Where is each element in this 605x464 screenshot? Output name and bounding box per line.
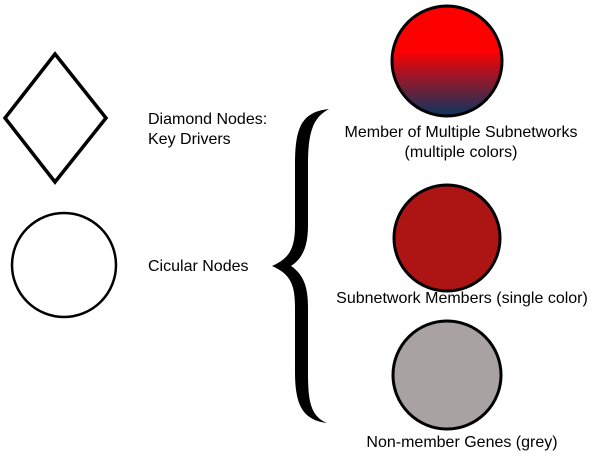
single-subnetwork-node-shape — [392, 183, 502, 293]
key-drivers-text: Key Drivers — [148, 131, 231, 148]
diamond-nodes-title: Diamond Nodes: — [148, 111, 268, 128]
multiple-colors-note: (multiple colors) — [404, 144, 518, 161]
non-member-genes-label: Non-member Genes (grey) — [366, 434, 558, 451]
multiple-subnetworks-label: Member of Multiple Subnetworks (multiple… — [345, 123, 578, 163]
diamond-nodes-label: Diamond Nodes: Key Drivers — [148, 110, 267, 150]
multiple-subnetwork-node-shape — [390, 4, 504, 118]
multiple-subnetworks-title: Member of Multiple Subnetworks — [344, 124, 578, 141]
non-member-node-shape — [391, 319, 503, 431]
circular-nodes-label: Cicular Nodes — [148, 258, 249, 275]
subnetwork-members-label: Subnetwork Members (single color) — [336, 290, 588, 307]
circular-node-shape — [10, 211, 118, 319]
diamond-node-shape — [2, 51, 109, 185]
curly-brace — [272, 109, 329, 423]
